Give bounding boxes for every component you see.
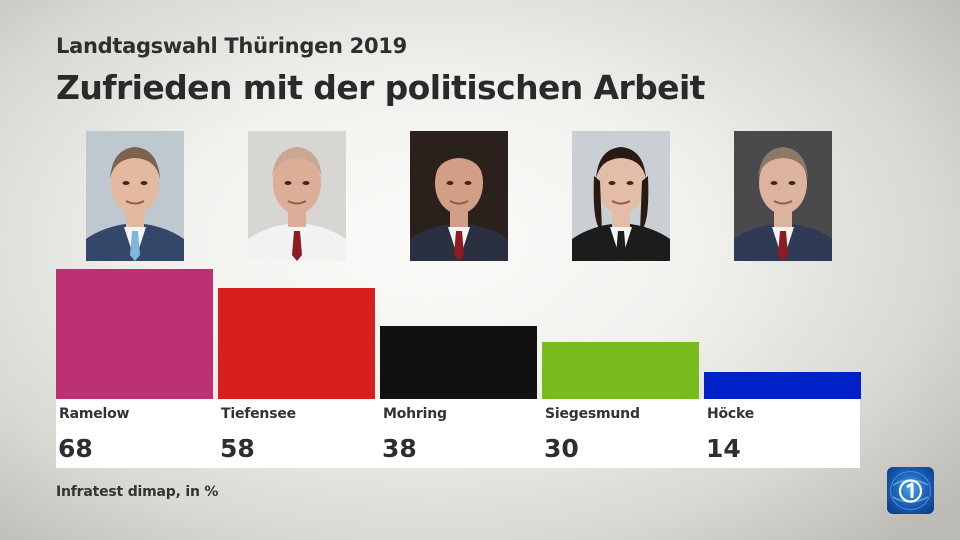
value-label: 14 <box>706 434 741 463</box>
portrait-icon <box>410 131 508 261</box>
bar-mohring <box>380 326 537 399</box>
bar-siegesmund <box>542 342 699 399</box>
tagesschau-logo <box>887 467 934 514</box>
value-label: 58 <box>220 434 255 463</box>
portrait-icon <box>734 131 832 261</box>
value-label: 38 <box>382 434 417 463</box>
candidate-photo <box>248 131 346 261</box>
portrait-icon <box>86 131 184 261</box>
candidate-photo <box>410 131 508 261</box>
value-label: 68 <box>58 434 93 463</box>
category-label: Höcke <box>707 406 755 422</box>
logo-icon <box>890 471 931 510</box>
label-panel <box>56 399 860 468</box>
candidate-photo <box>734 131 832 261</box>
category-label: Ramelow <box>59 406 130 422</box>
candidate-photo <box>572 131 670 261</box>
bar-höcke <box>704 372 861 399</box>
chart-subtitle: Landtagswahl Thüringen 2019 <box>56 34 407 58</box>
bar-tiefensee <box>218 288 375 399</box>
chart-title: Zufrieden mit der politischen Arbeit <box>56 68 705 107</box>
portrait-icon <box>248 131 346 261</box>
bar-ramelow <box>56 269 213 399</box>
candidate-photo <box>86 131 184 261</box>
category-label: Siegesmund <box>545 406 640 422</box>
portrait-icon <box>572 131 670 261</box>
source-note: Infratest dimap, in % <box>56 484 219 500</box>
value-label: 30 <box>544 434 579 463</box>
category-label: Tiefensee <box>221 406 296 422</box>
category-label: Mohring <box>383 406 447 422</box>
